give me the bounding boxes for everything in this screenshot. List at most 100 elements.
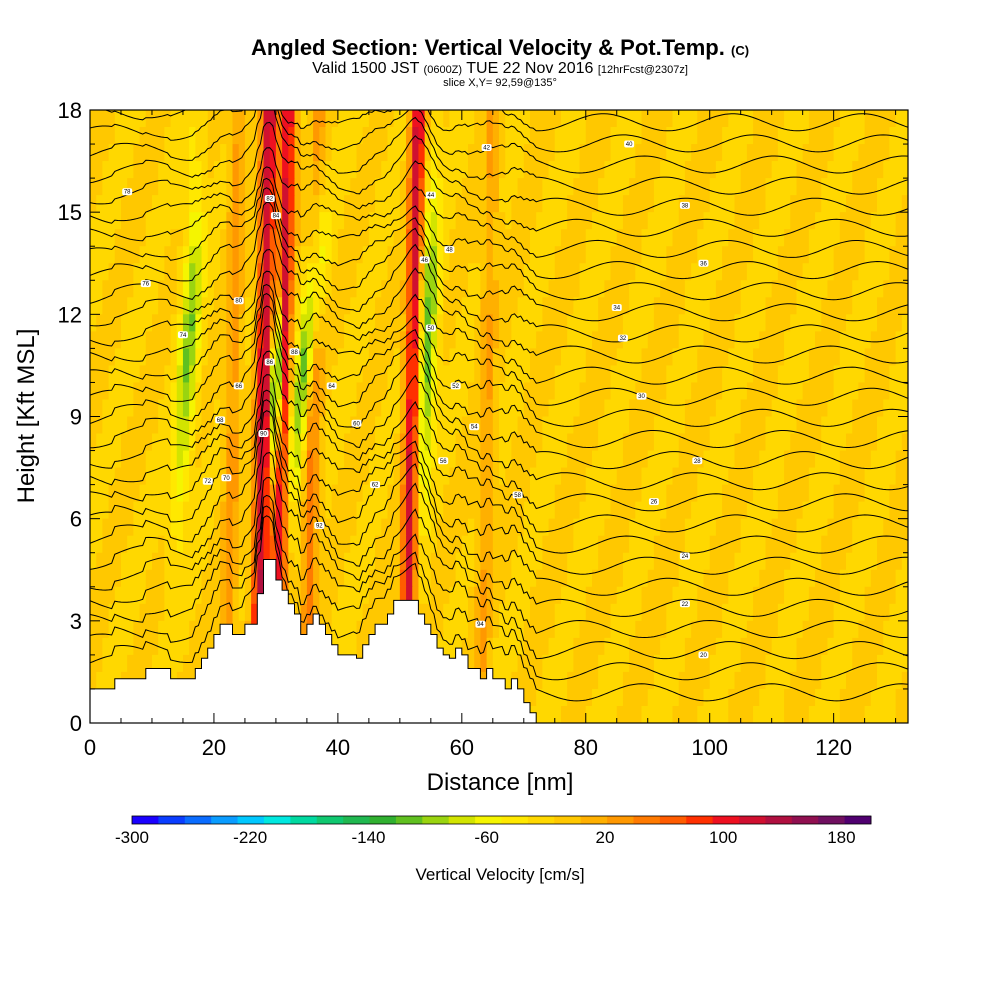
velocity-cell	[666, 161, 674, 179]
velocity-cell	[275, 467, 283, 486]
velocity-cell	[313, 280, 320, 298]
velocity-cell	[449, 586, 457, 605]
velocity-cell	[368, 501, 376, 520]
velocity-cell	[486, 552, 494, 571]
velocity-cell	[449, 195, 457, 213]
velocity-cell	[182, 161, 190, 179]
velocity-cell	[678, 654, 686, 673]
velocity-cell	[759, 331, 767, 349]
velocity-cell	[870, 688, 878, 707]
velocity-cell	[412, 518, 420, 537]
velocity-cell	[604, 229, 612, 247]
velocity-cell	[777, 297, 785, 315]
velocity-cell	[300, 535, 308, 554]
velocity-cell	[139, 348, 147, 367]
velocity-cell	[864, 127, 872, 145]
velocity-cell	[170, 280, 178, 298]
velocity-cell	[232, 161, 240, 179]
velocity-cell	[715, 110, 723, 128]
velocity-cell	[728, 263, 736, 281]
velocity-cell	[765, 127, 773, 145]
velocity-cell	[226, 365, 234, 384]
velocity-cell	[746, 280, 754, 298]
velocity-cell	[629, 416, 636, 435]
velocity-cell	[505, 110, 512, 128]
velocity-cell	[722, 552, 729, 571]
velocity-cell	[740, 280, 748, 298]
velocity-cell	[449, 212, 457, 230]
velocity-cell	[213, 484, 221, 503]
velocity-cell	[672, 280, 680, 298]
velocity-cell	[604, 144, 612, 162]
velocity-cell	[474, 569, 482, 588]
velocity-cell	[846, 484, 853, 503]
velocity-cell	[746, 144, 754, 162]
velocity-cell	[344, 144, 351, 162]
velocity-cell	[784, 331, 791, 349]
velocity-cell	[213, 297, 221, 315]
velocity-cell	[703, 501, 711, 520]
velocity-cell	[846, 365, 853, 384]
velocity-cell	[170, 620, 178, 639]
velocity-cell	[505, 263, 512, 281]
velocity-cell	[139, 433, 147, 452]
velocity-cell	[864, 671, 872, 690]
velocity-cell	[201, 127, 209, 145]
colorbar-swatch	[607, 816, 634, 824]
velocity-cell	[740, 433, 748, 452]
velocity-cell	[839, 416, 847, 435]
velocity-cell	[375, 484, 382, 503]
velocity-cell	[455, 450, 463, 469]
velocity-cell	[622, 382, 630, 401]
velocity-cell	[622, 212, 630, 230]
velocity-cell	[796, 382, 804, 401]
velocity-cell	[325, 603, 333, 622]
velocity-cell	[430, 569, 438, 588]
velocity-cell	[90, 569, 97, 588]
velocity-cell	[579, 212, 587, 230]
velocity-cell	[120, 603, 128, 622]
velocity-cell	[443, 280, 451, 298]
velocity-cell	[387, 212, 395, 230]
velocity-cell	[387, 518, 395, 537]
velocity-cell	[412, 110, 420, 128]
velocity-cell	[368, 416, 376, 435]
velocity-cell	[784, 263, 791, 281]
velocity-cell	[790, 501, 798, 520]
velocity-cell	[536, 110, 543, 128]
velocity-cell	[567, 467, 574, 486]
velocity-cell	[771, 399, 779, 418]
velocity-cell	[678, 280, 686, 298]
velocity-cell	[207, 212, 215, 230]
velocity-cell	[288, 297, 296, 315]
velocity-cell	[610, 331, 618, 349]
velocity-cell	[542, 654, 550, 673]
velocity-cell	[424, 535, 432, 554]
velocity-cell	[350, 212, 358, 230]
valid-time: Valid 1500 JST	[312, 60, 420, 77]
velocity-cell	[734, 637, 742, 656]
velocity-cell	[821, 552, 829, 571]
velocity-cell	[591, 348, 599, 367]
velocity-cell	[449, 365, 457, 384]
velocity-cell	[375, 569, 382, 588]
velocity-cell	[678, 705, 686, 723]
velocity-cell	[653, 144, 661, 162]
velocity-cell	[418, 518, 426, 537]
velocity-cell	[139, 365, 147, 384]
velocity-cell	[554, 314, 562, 332]
velocity-cell	[573, 246, 581, 264]
velocity-cell	[523, 603, 531, 622]
velocity-cell	[331, 246, 339, 264]
velocity-cell	[499, 365, 506, 384]
velocity-cell	[207, 484, 215, 503]
velocity-cell	[684, 263, 692, 281]
velocity-cell	[505, 365, 512, 384]
velocity-cell	[715, 654, 723, 673]
velocity-cell	[443, 365, 451, 384]
velocity-cell	[715, 195, 723, 213]
velocity-cell	[883, 467, 891, 486]
velocity-cell	[480, 246, 488, 264]
velocity-cell	[499, 382, 506, 401]
velocity-cell	[492, 620, 500, 639]
